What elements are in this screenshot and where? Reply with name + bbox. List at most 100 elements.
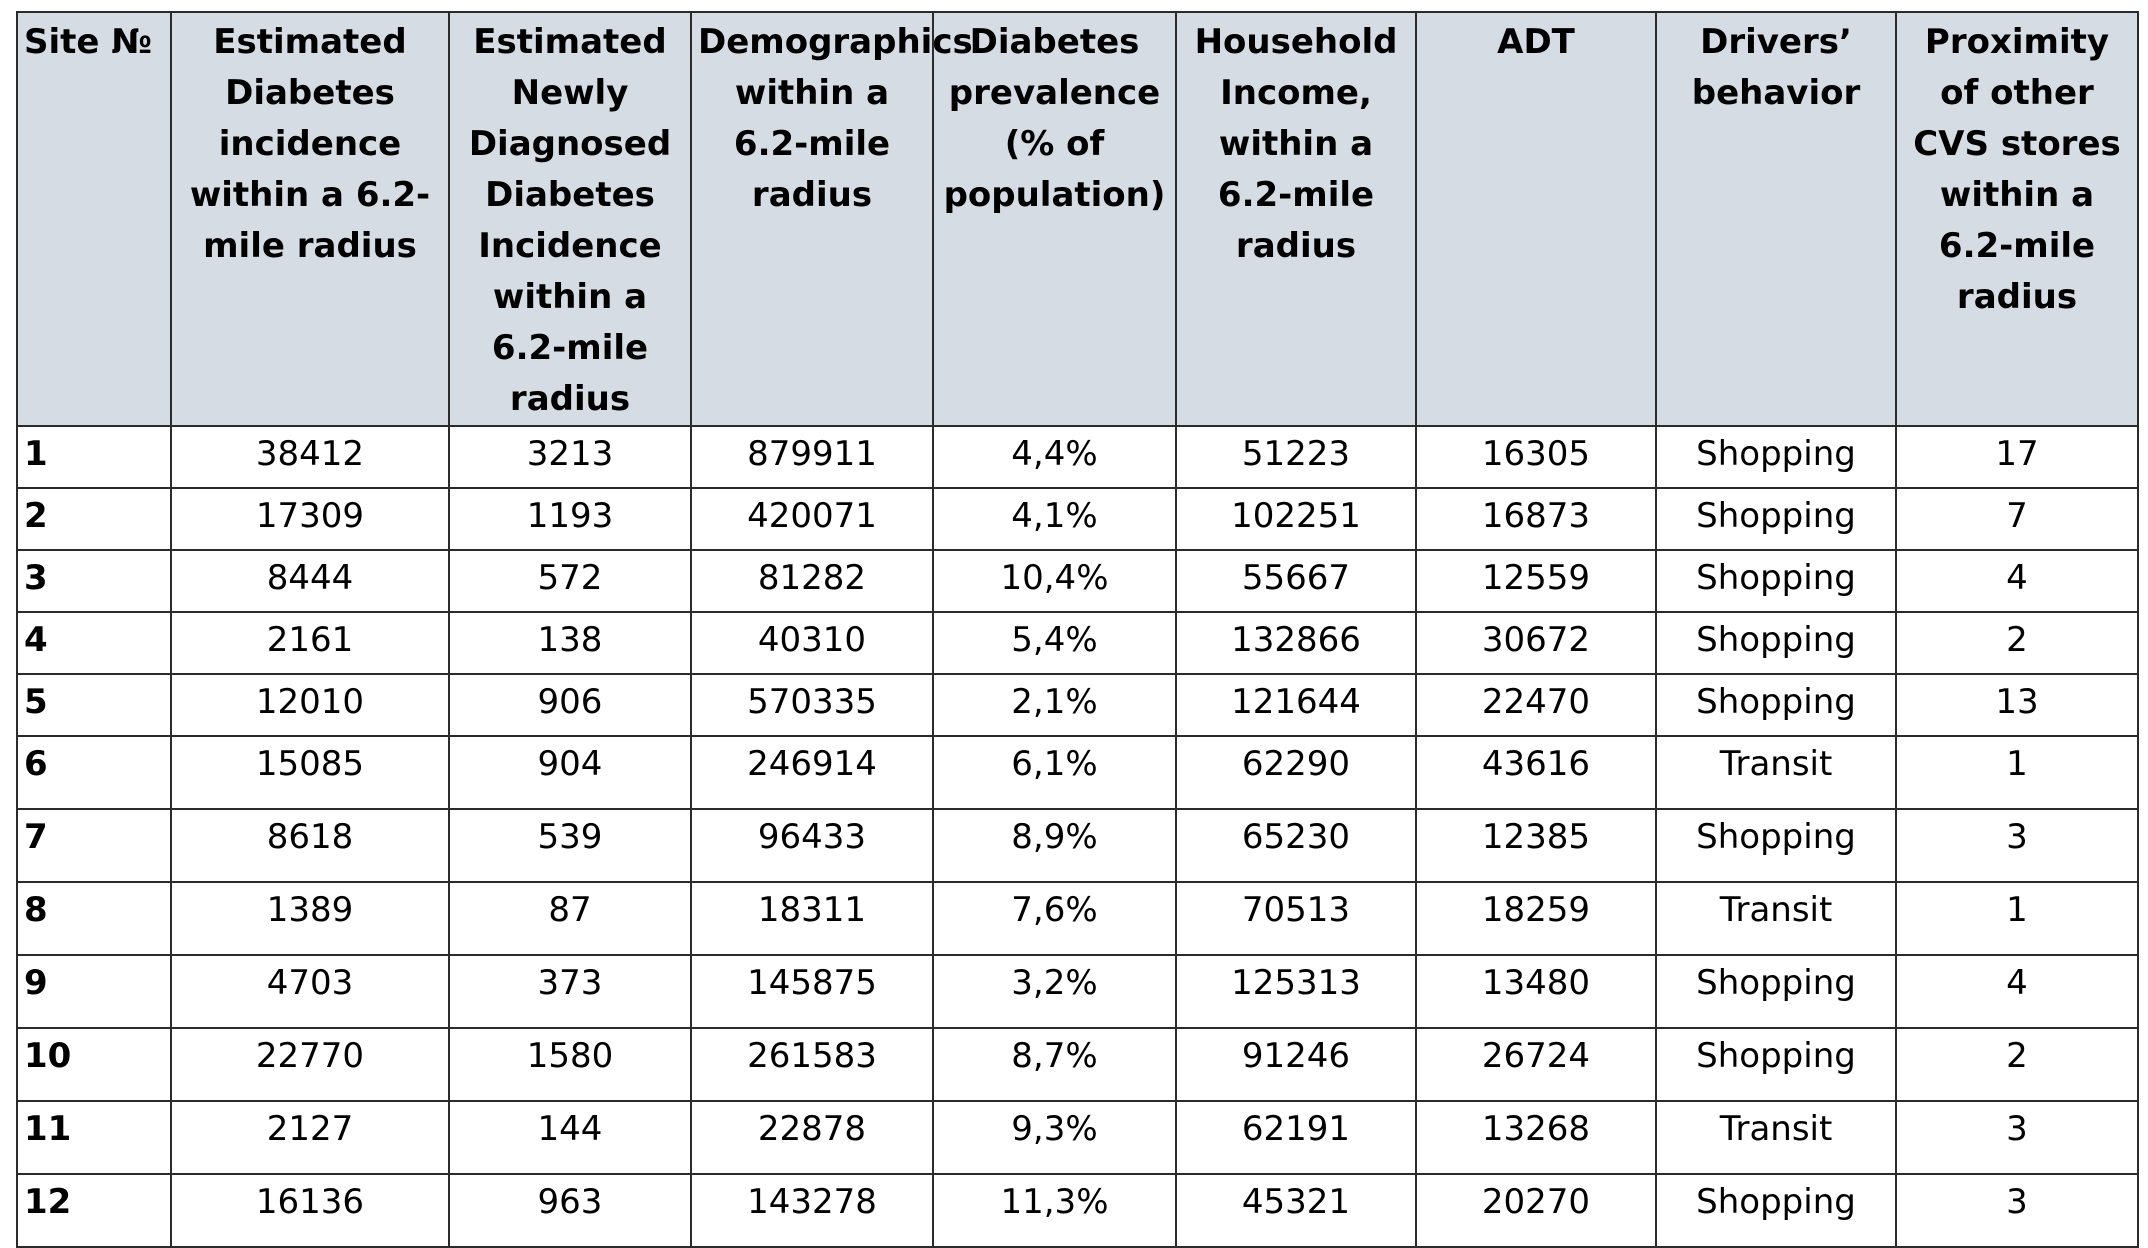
table-row: 6 15085 904 246914 6,1% 62290 43616 Transit 1 <box>16 735 2139 810</box>
drivers-behavior-cell: Shopping <box>1655 425 1897 489</box>
cvs-proximity-cell: 17 <box>1895 425 2139 489</box>
household-income-cell: 70513 <box>1175 881 1417 956</box>
household-income-cell: 132866 <box>1175 611 1417 675</box>
header-demographics: Demographics within a 6.2-mile radius <box>690 11 973 427</box>
site-number-cell: 9 <box>16 954 172 1029</box>
household-income-cell: 65230 <box>1175 808 1417 883</box>
cvs-proximity-cell: 1 <box>1895 735 2139 810</box>
site-number-cell: 11 <box>16 1100 172 1175</box>
site-number-cell: 4 <box>16 611 172 675</box>
adt-cell: 43616 <box>1415 735 1657 810</box>
demographics-cell: 879911 <box>690 425 934 489</box>
site-number-cell: 2 <box>16 487 172 551</box>
adt-cell: 12385 <box>1415 808 1657 883</box>
newly-diagnosed-cell: 572 <box>448 549 692 613</box>
prevalence-cell: 9,3% <box>932 1100 1177 1175</box>
demographics-cell: 40310 <box>690 611 934 675</box>
drivers-behavior-cell: Shopping <box>1655 487 1897 551</box>
newly-diagnosed-cell: 1193 <box>448 487 692 551</box>
cvs-proximity-cell: 2 <box>1895 611 2139 675</box>
household-income-cell: 121644 <box>1175 673 1417 737</box>
site-number-cell: 5 <box>16 673 172 737</box>
header-site-number: Site № <box>16 11 172 427</box>
diabetes-incidence-cell: 2127 <box>170 1100 450 1175</box>
header-household-income: Household Income, within a 6.2-mile radi… <box>1175 11 1417 427</box>
prevalence-cell: 6,1% <box>932 735 1177 810</box>
table-body: 1 38412 3213 879911 4,4% 51223 16305 Shopping 17… <box>16 425 2139 1248</box>
diabetes-incidence-cell: 12010 <box>170 673 450 737</box>
adt-cell: 20270 <box>1415 1173 1657 1248</box>
demographics-cell: 246914 <box>690 735 934 810</box>
site-number-cell: 1 <box>16 425 172 489</box>
household-income-cell: 62191 <box>1175 1100 1417 1175</box>
drivers-behavior-cell: Shopping <box>1655 673 1897 737</box>
household-income-cell: 102251 <box>1175 487 1417 551</box>
site-number-cell: 8 <box>16 881 172 956</box>
header-row: Site № Estimated Diabetes incidence with… <box>16 11 2139 427</box>
drivers-behavior-cell: Shopping <box>1655 1027 1897 1102</box>
table-row: 11 2127 144 22878 9,3% 62191 13268 Transit 3 <box>16 1100 2139 1175</box>
cvs-proximity-cell: 3 <box>1895 1173 2139 1248</box>
site-number-cell: 3 <box>16 549 172 613</box>
site-number-cell: 12 <box>16 1173 172 1248</box>
diabetes-incidence-cell: 17309 <box>170 487 450 551</box>
table-row: 12 16136 963 143278 11,3% 45321 20270 Shopping 3 <box>16 1173 2139 1248</box>
demographics-cell: 570335 <box>690 673 934 737</box>
site-comparison-table-container: Site № Estimated Diabetes incidence with… <box>16 11 2139 1248</box>
drivers-behavior-cell: Shopping <box>1655 611 1897 675</box>
newly-diagnosed-cell: 138 <box>448 611 692 675</box>
site-number-cell: 6 <box>16 735 172 810</box>
table-row: 1 38412 3213 879911 4,4% 51223 16305 Shopping 17 <box>16 425 2139 489</box>
household-income-cell: 51223 <box>1175 425 1417 489</box>
diabetes-incidence-cell: 8618 <box>170 808 450 883</box>
adt-cell: 26724 <box>1415 1027 1657 1102</box>
cvs-proximity-cell: 4 <box>1895 954 2139 1029</box>
diabetes-incidence-cell: 2161 <box>170 611 450 675</box>
demographics-cell: 143278 <box>690 1173 934 1248</box>
prevalence-cell: 4,1% <box>932 487 1177 551</box>
adt-cell: 22470 <box>1415 673 1657 737</box>
diabetes-incidence-cell: 4703 <box>170 954 450 1029</box>
demographics-cell: 261583 <box>690 1027 934 1102</box>
newly-diagnosed-cell: 963 <box>448 1173 692 1248</box>
demographics-cell: 22878 <box>690 1100 934 1175</box>
site-number-cell: 7 <box>16 808 172 883</box>
prevalence-cell: 5,4% <box>932 611 1177 675</box>
adt-cell: 13480 <box>1415 954 1657 1029</box>
newly-diagnosed-cell: 144 <box>448 1100 692 1175</box>
prevalence-cell: 3,2% <box>932 954 1177 1029</box>
diabetes-incidence-cell: 1389 <box>170 881 450 956</box>
header-adt: ADT <box>1415 11 1657 427</box>
prevalence-cell: 11,3% <box>932 1173 1177 1248</box>
cvs-proximity-cell: 3 <box>1895 808 2139 883</box>
header-drivers-behavior: Drivers’ behavior <box>1655 11 1897 427</box>
demographics-cell: 81282 <box>690 549 934 613</box>
adt-cell: 18259 <box>1415 881 1657 956</box>
table-row: 3 8444 572 81282 10,4% 55667 12559 Shopping 4 <box>16 549 2139 613</box>
diabetes-incidence-cell: 8444 <box>170 549 450 613</box>
drivers-behavior-cell: Shopping <box>1655 954 1897 1029</box>
newly-diagnosed-cell: 3213 <box>448 425 692 489</box>
table-row: 9 4703 373 145875 3,2% 125313 13480 Shopping 4 <box>16 954 2139 1029</box>
demographics-cell: 145875 <box>690 954 934 1029</box>
cvs-proximity-cell: 2 <box>1895 1027 2139 1102</box>
drivers-behavior-cell: Shopping <box>1655 1173 1897 1248</box>
newly-diagnosed-cell: 539 <box>448 808 692 883</box>
household-income-cell: 62290 <box>1175 735 1417 810</box>
drivers-behavior-cell: Transit <box>1655 881 1897 956</box>
cvs-proximity-cell: 4 <box>1895 549 2139 613</box>
header-diabetes-prevalence: Diabetes prevalence (% of population) <box>932 11 1177 427</box>
adt-cell: 16305 <box>1415 425 1657 489</box>
household-income-cell: 55667 <box>1175 549 1417 613</box>
newly-diagnosed-cell: 373 <box>448 954 692 1029</box>
adt-cell: 13268 <box>1415 1100 1657 1175</box>
drivers-behavior-cell: Shopping <box>1655 549 1897 613</box>
site-comparison-table: Site № Estimated Diabetes incidence with… <box>16 11 2139 1248</box>
site-number-cell: 10 <box>16 1027 172 1102</box>
newly-diagnosed-cell: 87 <box>448 881 692 956</box>
table-row: 8 1389 87 18311 7,6% 70513 18259 Transit 1 <box>16 881 2139 956</box>
drivers-behavior-cell: Transit <box>1655 1100 1897 1175</box>
newly-diagnosed-cell: 906 <box>448 673 692 737</box>
table-row: 2 17309 1193 420071 4,1% 102251 16873 Shopping 7 <box>16 487 2139 551</box>
header-newly-diagnosed-incidence: Estimated Newly Diagnosed Diabetes Incid… <box>448 11 692 427</box>
